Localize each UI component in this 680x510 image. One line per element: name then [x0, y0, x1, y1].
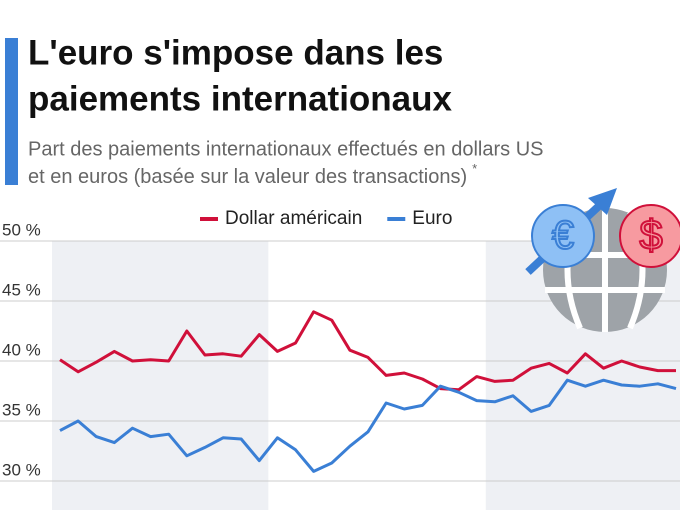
y-tick-label: 40 % — [2, 340, 41, 359]
series-line — [59, 378, 677, 473]
y-tick-label: 50 % — [2, 220, 41, 239]
euro-coin — [531, 204, 595, 268]
icon: € $ — [525, 188, 680, 332]
y-tick-label: 35 % — [2, 400, 41, 419]
dollar-coin — [619, 204, 680, 268]
globe-lines — [545, 208, 665, 332]
subtitle-line: et en euros (basée sur la valeur des tra… — [28, 166, 467, 188]
footnote-mark: * — [472, 161, 477, 176]
chart-title: L'euro s'impose dans les — [28, 33, 443, 72]
legend-label: Euro — [412, 208, 452, 229]
subtitle: et en euros (basée sur la valeur des tra… — [28, 161, 477, 188]
chart-title: paiements internationaux — [28, 79, 453, 118]
y-tick-label: 30 % — [2, 460, 41, 479]
euro-sign: € — [552, 214, 574, 258]
band — [52, 241, 269, 510]
subtitle: Part des paiements internationaux effect… — [28, 138, 544, 160]
dollar-sign: $ — [639, 211, 662, 258]
title-bar — [5, 38, 18, 185]
legend-label: Dollar américain — [225, 208, 362, 229]
y-tick-label: 45 % — [2, 280, 41, 299]
arrow-head — [588, 188, 617, 215]
series-line — [59, 310, 676, 392]
